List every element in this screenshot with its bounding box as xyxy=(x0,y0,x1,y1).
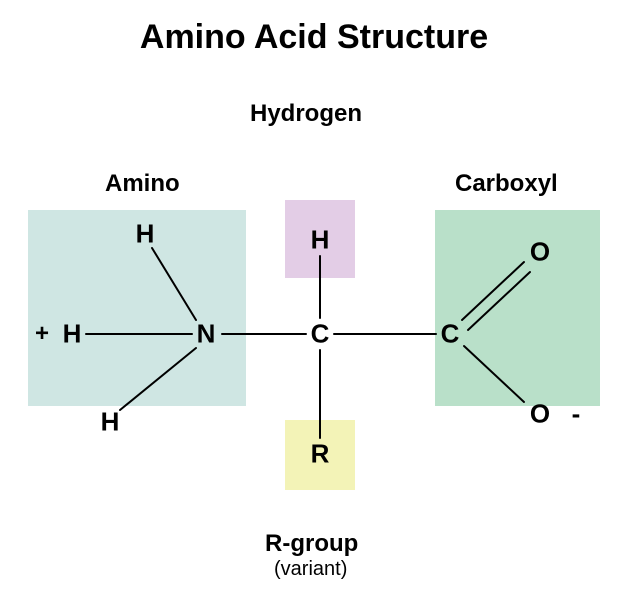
atom-o-single: O xyxy=(530,399,550,430)
atom-c-alpha: C xyxy=(311,319,330,350)
rgroup-label: R-group xyxy=(265,530,358,558)
atom-h-alpha: H xyxy=(311,225,330,256)
atom-h-amino-top: H xyxy=(136,219,155,250)
atom-h-amino-bottom: H xyxy=(101,407,120,438)
amino-label: Amino xyxy=(105,170,180,198)
hydrogen-label: Hydrogen xyxy=(250,100,362,128)
negative-charge: - xyxy=(572,399,581,430)
diagram-stage: Amino Acid Structure Hydrogen Amino Carb… xyxy=(0,0,628,600)
carboxyl-label: Carboxyl xyxy=(455,170,558,198)
diagram-title: Amino Acid Structure xyxy=(0,18,628,57)
atom-c-carboxyl: C xyxy=(441,319,460,350)
carboxyl-group-box xyxy=(435,210,600,406)
positive-charge: + xyxy=(35,320,49,348)
atom-n: N xyxy=(197,319,216,350)
atom-o-double: O xyxy=(530,237,550,268)
atom-h-left: H xyxy=(63,319,82,350)
variant-label: (variant) xyxy=(274,558,347,581)
atom-r: R xyxy=(311,439,330,470)
